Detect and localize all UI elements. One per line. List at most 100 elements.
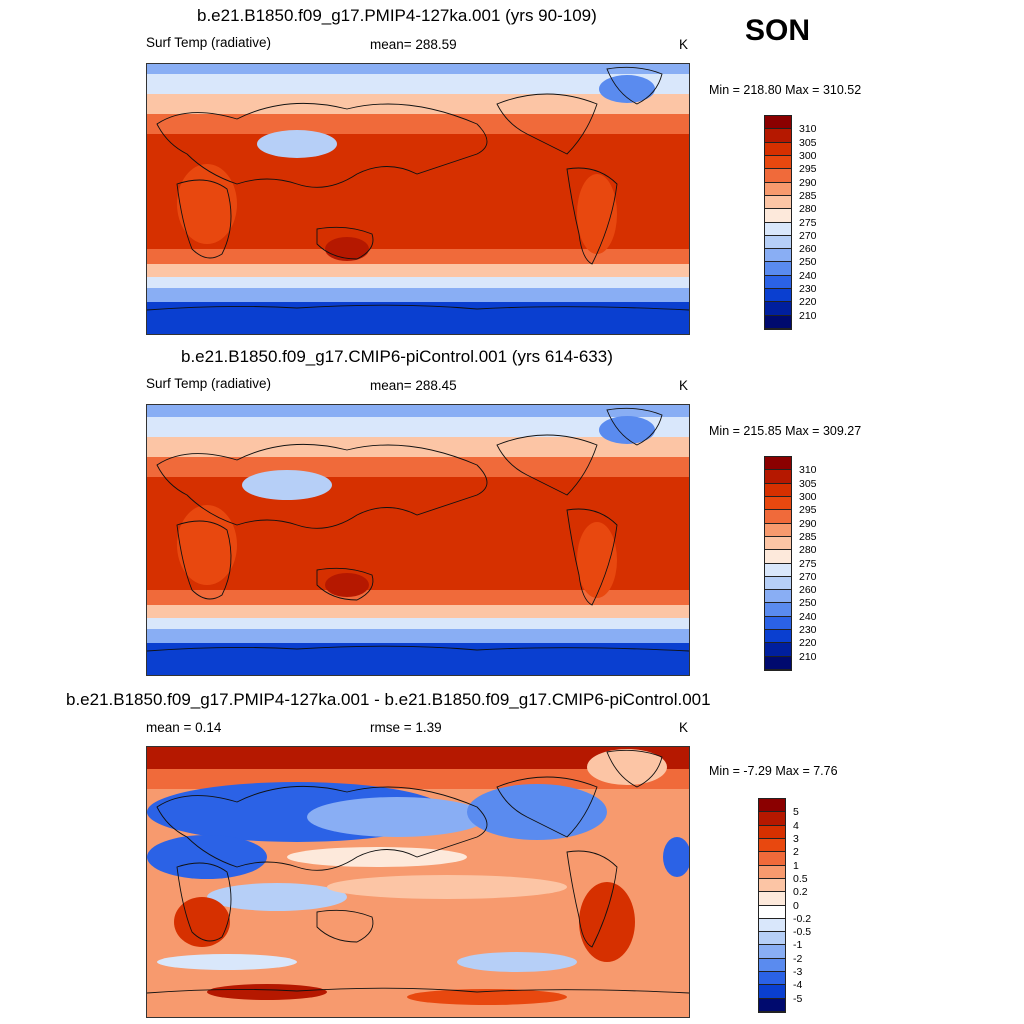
colorbar-swatch [765, 643, 791, 657]
colorbar-swatch [759, 892, 785, 906]
panel-1-map-field [147, 64, 689, 334]
colorbar-tick-label: 250 [799, 256, 817, 269]
season-label: SON [745, 14, 811, 47]
colorbar-swatch [765, 563, 791, 577]
colorbar-tick-label: 240 [799, 269, 817, 282]
colorbar-tick-label: 305 [799, 477, 817, 490]
colorbar-swatch [759, 985, 785, 999]
colorbar-swatch [765, 222, 791, 236]
colorbar-tick-label: 295 [799, 163, 817, 176]
colorbar-swatch [765, 262, 791, 276]
colorbar-tick-label: 5 [793, 806, 799, 819]
colorbar-tick-label: 1 [793, 859, 799, 872]
panel-1-title: b.e21.B1850.f09_g17.PMIP4-127ka.001 (yrs… [197, 6, 597, 25]
colorbar-tick-label: 210 [799, 309, 817, 322]
colorbar-swatch [765, 129, 791, 143]
panel-1-variable-label: Surf Temp (radiative) [146, 35, 272, 50]
colorbar-swatch [759, 905, 785, 919]
colorbar-swatch [765, 235, 791, 250]
panel-2-map [146, 404, 690, 676]
colorbar-swatch [765, 155, 791, 170]
colorbar-tick-label: 305 [799, 136, 817, 149]
colorbar-tick-label: 0.2 [793, 886, 808, 899]
colorbar-swatch [765, 576, 791, 591]
colorbar-swatch [759, 972, 785, 986]
colorbar-swatch [759, 945, 785, 959]
colorbar-swatch [759, 825, 785, 839]
colorbar-swatch [759, 865, 785, 879]
colorbar-tick-label: 260 [799, 243, 817, 256]
colorbar-tick-label: 275 [799, 216, 817, 229]
colorbar-swatch [759, 958, 785, 973]
colorbar-swatch [765, 630, 791, 644]
colorbar-swatch [765, 195, 791, 210]
colorbar-tick-label: 295 [799, 504, 817, 517]
colorbar-tick-label: 230 [799, 283, 817, 296]
panel-2-map-field [147, 405, 689, 675]
panel-1-minmax: Min = 218.80 Max = 310.52 [709, 83, 862, 97]
panel-3-colorbar: 5 4 3 2 1 0.5 0.2 0 -0.2 -0.5 -1 -2 -3 -4 -5 [758, 798, 811, 1013]
colorbar-tick-label: 285 [799, 530, 817, 543]
colorbar-tick-label: 220 [799, 637, 817, 650]
colorbar-tick-label: 220 [799, 296, 817, 309]
colorbar-swatch [765, 302, 791, 316]
colorbar-swatch [765, 470, 791, 484]
panel-2-minmax: Min = 215.85 Max = 309.27 [709, 424, 862, 438]
colorbar-swatch [759, 932, 785, 946]
colorbar-swatch [765, 182, 791, 196]
colorbar-swatch [765, 616, 791, 631]
colorbar-swatch [765, 536, 791, 551]
panel-2-mean-label: mean= 288.45 [370, 378, 457, 393]
colorbar-swatch [765, 169, 791, 183]
colorbar-tick-label: 0 [793, 899, 799, 912]
panel-2-title: b.e21.B1850.f09_g17.CMIP6-piControl.001 … [181, 347, 613, 366]
colorbar-tick-label: 290 [799, 176, 817, 189]
colorbar-tick-label: -2 [793, 952, 803, 965]
panel-2-variable-label: Surf Temp (radiative) [146, 376, 272, 391]
colorbar-tick-label: 250 [799, 597, 817, 610]
panel-3-units: K [679, 720, 689, 735]
colorbar-tick-label: 290 [799, 517, 817, 530]
colorbar-tick-label: -5 [793, 992, 803, 1005]
panel-3-title: b.e21.B1850.f09_g17.PMIP4-127ka.001 - b.… [66, 690, 711, 709]
colorbar-swatch [765, 510, 791, 524]
colorbar-swatch [765, 483, 791, 497]
colorbar-swatch [765, 590, 791, 604]
colorbar-tick-label: 3 [793, 832, 799, 845]
colorbar-swatch [759, 878, 785, 893]
colorbar-swatch [765, 523, 791, 537]
panel-1-units: K [679, 37, 689, 52]
colorbar-swatch [759, 799, 785, 813]
colorbar-tick-label: 300 [799, 490, 817, 503]
colorbar-swatch [759, 838, 785, 853]
panel-2-units: K [679, 378, 689, 393]
colorbar-swatch [765, 603, 791, 617]
colorbar-tick-label: 240 [799, 610, 817, 623]
colorbar-tick-label: 310 [799, 123, 817, 136]
colorbar-swatch [765, 209, 791, 223]
colorbar-tick-label: 285 [799, 189, 817, 202]
colorbar-tick-label: -1 [793, 939, 803, 952]
colorbar-swatch [759, 852, 785, 866]
panel-1-mean-label: mean= 288.59 [370, 37, 457, 52]
colorbar-tick-label: 260 [799, 584, 817, 597]
colorbar-tick-label: 270 [799, 229, 817, 242]
colorbar-tick-label: 4 [793, 819, 799, 832]
colorbar-tick-label: 280 [799, 203, 817, 216]
colorbar-tick-label: 210 [799, 650, 817, 663]
colorbar-tick-label: 2 [793, 846, 799, 859]
colorbar-tick-label: -3 [793, 966, 803, 979]
colorbar-swatch [765, 457, 791, 471]
panel-2-colorbar: 310 305 300 295 290 285 280 275 270 260 250 240 230 2… [764, 456, 817, 671]
colorbar-tick-label: -0.5 [793, 926, 812, 939]
colorbar-tick-label: -0.2 [793, 912, 812, 925]
colorbar-tick-label: 230 [799, 624, 817, 637]
colorbar-tick-label: -4 [793, 979, 803, 992]
colorbar-swatch [765, 496, 791, 511]
colorbar-swatch [765, 275, 791, 290]
panel-3-rmse-label: rmse = 1.39 [370, 720, 442, 735]
colorbar-tick-label: 310 [799, 464, 817, 477]
colorbar-swatch [759, 918, 785, 933]
colorbar-swatch [765, 142, 791, 156]
colorbar-tick-label: 270 [799, 570, 817, 583]
